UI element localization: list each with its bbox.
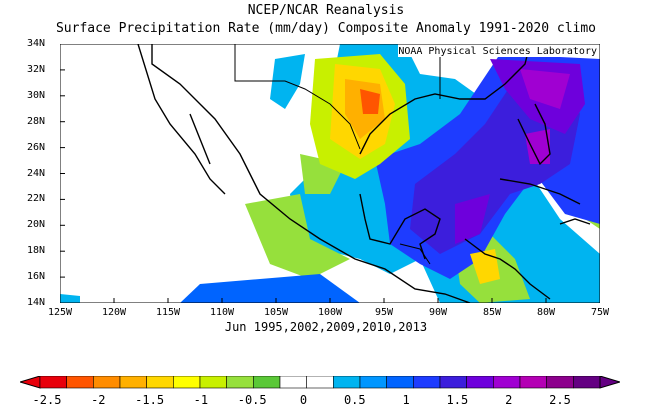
latitude-label: 28N — [27, 115, 46, 127]
colorbar-swatch — [199, 376, 227, 389]
anomaly-map: NOAA Physical Sciences Laboratory — [60, 44, 600, 303]
longitude-label: 115W — [155, 307, 181, 318]
latitude-label: 30N — [27, 89, 46, 101]
map-title: NCEP/NCAR Reanalysis — [247, 3, 405, 18]
colorbar-high-arrow — [599, 376, 620, 389]
colorbar-label: -0.5 — [237, 393, 267, 407]
colorbar-swatch — [306, 376, 334, 389]
latitude-label: 32N — [27, 63, 46, 75]
colorbar-label: -1 — [193, 393, 209, 407]
longitude-label: 120W — [101, 307, 127, 318]
colorbar-swatch — [253, 376, 281, 389]
longitude-label: 105W — [263, 307, 289, 318]
longitude-label: 95W — [374, 307, 394, 318]
colorbar-swatch — [146, 376, 174, 389]
colorbar-swatch — [466, 376, 494, 389]
map-subtitle: Surface Precipitation Rate (mm/day) Comp… — [55, 21, 597, 36]
longitude-label: 90W — [428, 307, 448, 318]
colorbar-swatch — [66, 376, 94, 389]
colorbar-swatch — [226, 376, 254, 389]
colorbar-swatch — [173, 376, 201, 389]
longitude-label: 80W — [536, 307, 556, 318]
colorbar-label: 1 — [402, 393, 410, 407]
colorbar-label: -2 — [91, 393, 106, 407]
colorbar-label: 0 — [299, 393, 308, 407]
longitude-label: 75W — [590, 307, 610, 318]
colorbar-swatch — [93, 376, 121, 389]
latitude-label: 16N — [27, 271, 46, 283]
colorbar-swatch — [493, 376, 521, 389]
colorbar-label: 1.5 — [446, 393, 469, 407]
colorbar-swatch — [413, 376, 441, 389]
axis-ticks — [60, 44, 600, 303]
colorbar-swatch — [573, 376, 601, 389]
latitude-label: 14N — [27, 297, 46, 308]
latitude-label: 24N — [27, 167, 46, 179]
longitude-label: 100W — [317, 307, 343, 318]
colorbar-label: 0.5 — [343, 393, 366, 407]
colorbar-low-arrow — [20, 376, 41, 389]
composite-label: Jun 1995,2002,2009,2010,2013 — [224, 320, 428, 334]
colorbar-swatch — [546, 376, 574, 389]
colorbar-swatch — [119, 376, 147, 389]
longitude-label: 110W — [209, 307, 235, 318]
latitude-label: 18N — [27, 245, 46, 257]
longitude-label: 125W — [47, 307, 73, 318]
colorbar-label: 2.5 — [549, 393, 571, 407]
colorbar — [20, 376, 620, 389]
latitude-label: 20N — [27, 219, 46, 231]
colorbar-swatch — [519, 376, 547, 389]
latitude-label: 26N — [27, 141, 46, 153]
credit-box — [398, 44, 600, 57]
colorbar-swatch — [333, 376, 361, 389]
colorbar-label: 2 — [505, 393, 513, 407]
colorbar-swatch — [386, 376, 414, 389]
colorbar-swatch — [439, 376, 467, 389]
anomaly-fill — [60, 44, 600, 303]
latitude-label: 34N — [27, 38, 46, 49]
colorbar-swatch — [39, 376, 67, 389]
longitude-label: 85W — [482, 307, 502, 318]
latitude-label: 22N — [27, 193, 46, 205]
coastlines — [137, 44, 591, 303]
colorbar-label: -1.5 — [135, 393, 165, 407]
credit-label: NOAA Physical Sciences Laboratory — [398, 46, 597, 57]
colorbar-swatch — [279, 376, 307, 389]
colorbar-swatch — [359, 376, 387, 389]
colorbar-label: -2.5 — [32, 393, 62, 407]
